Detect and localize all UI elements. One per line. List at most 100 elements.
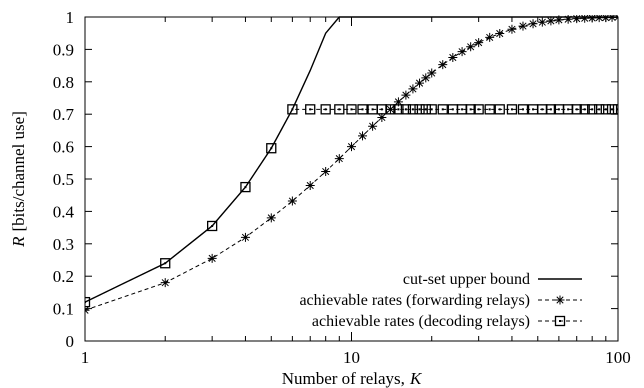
data-point-1 bbox=[448, 53, 458, 62]
data-point-2-dot bbox=[397, 108, 400, 111]
data-point-2-dot bbox=[418, 108, 421, 111]
data-point-2 bbox=[287, 104, 298, 115]
data-point-1 bbox=[321, 167, 331, 177]
x-tick-label: 100 bbox=[605, 348, 631, 367]
data-point-2-dot bbox=[549, 108, 552, 111]
data-point-2-dot bbox=[521, 108, 524, 111]
y-axis-label-var: R bbox=[9, 236, 28, 248]
data-point-2-dot bbox=[541, 108, 544, 111]
data-point-1 bbox=[408, 84, 418, 94]
series-2 bbox=[85, 104, 618, 308]
y-tick-label: 0.6 bbox=[53, 138, 74, 157]
legend-label-0: cut-set upper bound bbox=[403, 271, 530, 288]
data-point-2-dot bbox=[380, 108, 383, 111]
y-tick-label: 0.1 bbox=[53, 300, 74, 319]
data-point-1 bbox=[287, 196, 297, 206]
data-point-2-dot bbox=[591, 108, 594, 111]
data-point-2-dot bbox=[291, 108, 294, 111]
y-tick-label: 0.3 bbox=[53, 235, 74, 254]
x-axis-label-text: Number of relays, bbox=[282, 369, 405, 388]
series-line-2 bbox=[85, 108, 618, 303]
data-point-1 bbox=[485, 32, 495, 42]
data-point-2 bbox=[305, 104, 316, 115]
data-point-1 bbox=[421, 73, 431, 83]
legend-label-1: achievable rates (forwarding relays) bbox=[299, 292, 530, 309]
data-point-2-dot bbox=[371, 108, 374, 111]
data-point-1 bbox=[377, 112, 387, 122]
data-point-2 bbox=[400, 104, 412, 115]
y-axis-label-text: [bits/channel use] bbox=[9, 111, 28, 231]
y-axis-label: R [bits/channel use] bbox=[9, 111, 28, 248]
data-point-2-dot bbox=[389, 108, 392, 111]
data-point-2 bbox=[517, 104, 529, 115]
data-point-1 bbox=[368, 121, 378, 131]
data-point-1 bbox=[474, 38, 484, 48]
legend-label-2: achievable rates (decoding relays) bbox=[312, 313, 530, 330]
data-point-2 bbox=[393, 104, 404, 115]
data-point-2-dot bbox=[361, 108, 364, 111]
data-point-2 bbox=[240, 181, 251, 193]
data-point-2-dot bbox=[488, 108, 491, 111]
data-point-2-dot bbox=[611, 108, 614, 111]
data-point-1 bbox=[580, 15, 590, 23]
x-tick-label: 1 bbox=[81, 348, 90, 367]
data-point-2 bbox=[579, 104, 590, 115]
data-point-1 bbox=[427, 68, 437, 78]
data-point-1 bbox=[207, 253, 217, 263]
legend-marker-1 bbox=[555, 295, 565, 305]
data-point-2 bbox=[426, 104, 437, 115]
data-point-2-dot bbox=[411, 108, 414, 111]
data-point-2-dot bbox=[350, 108, 353, 111]
data-point-1 bbox=[466, 42, 476, 52]
data-point-2-dot bbox=[583, 108, 586, 111]
data-point-2-dot bbox=[567, 108, 570, 111]
data-point-2 bbox=[85, 296, 91, 308]
data-point-2 bbox=[160, 258, 171, 269]
data-point-1 bbox=[393, 97, 403, 107]
data-point-2-dot bbox=[557, 108, 560, 111]
data-point-1 bbox=[563, 15, 573, 24]
data-point-2-dot bbox=[270, 147, 273, 150]
data-point-2-dot bbox=[604, 108, 607, 111]
y-tick-label: 0.5 bbox=[53, 170, 74, 189]
data-point-2-dot bbox=[430, 108, 433, 111]
data-point-1 bbox=[438, 60, 448, 70]
y-tick-label: 1 bbox=[66, 8, 75, 27]
data-point-1 bbox=[415, 78, 425, 88]
y-tick-label: 0.9 bbox=[53, 40, 74, 59]
data-point-2 bbox=[600, 104, 611, 115]
data-point-1 bbox=[518, 21, 528, 31]
data-point-2-dot bbox=[404, 108, 407, 111]
data-point-1 bbox=[537, 17, 547, 27]
data-point-2-dot bbox=[451, 108, 454, 111]
series-line-1 bbox=[85, 16, 618, 311]
data-point-2-dot bbox=[477, 108, 480, 111]
data-point-2-dot bbox=[338, 108, 341, 111]
data-point-2 bbox=[587, 104, 598, 115]
data-point-2 bbox=[612, 104, 618, 115]
data-point-2-dot bbox=[510, 108, 513, 111]
data-point-2 bbox=[385, 104, 396, 115]
data-point-2-dot bbox=[469, 108, 472, 111]
y-tick-label: 0.7 bbox=[53, 105, 75, 124]
data-point-2-dot bbox=[164, 262, 167, 265]
data-point-2-dot bbox=[498, 108, 501, 111]
data-point-2 bbox=[484, 104, 495, 115]
data-point-1 bbox=[528, 19, 538, 29]
data-point-2 bbox=[357, 104, 368, 115]
data-point-2 bbox=[465, 104, 476, 115]
data-point-2-dot bbox=[575, 108, 578, 111]
data-point-2 bbox=[571, 104, 582, 115]
data-point-2 bbox=[494, 104, 505, 115]
data-point-2 bbox=[420, 104, 431, 115]
series-1 bbox=[85, 15, 618, 315]
data-point-2-dot bbox=[598, 108, 601, 111]
data-point-1 bbox=[240, 232, 250, 242]
data-point-1 bbox=[594, 15, 604, 23]
data-point-2 bbox=[594, 104, 605, 115]
data-point-2 bbox=[437, 104, 448, 115]
data-point-1 bbox=[305, 180, 315, 190]
data-point-2-dot bbox=[532, 108, 535, 111]
data-point-1 bbox=[266, 213, 276, 223]
